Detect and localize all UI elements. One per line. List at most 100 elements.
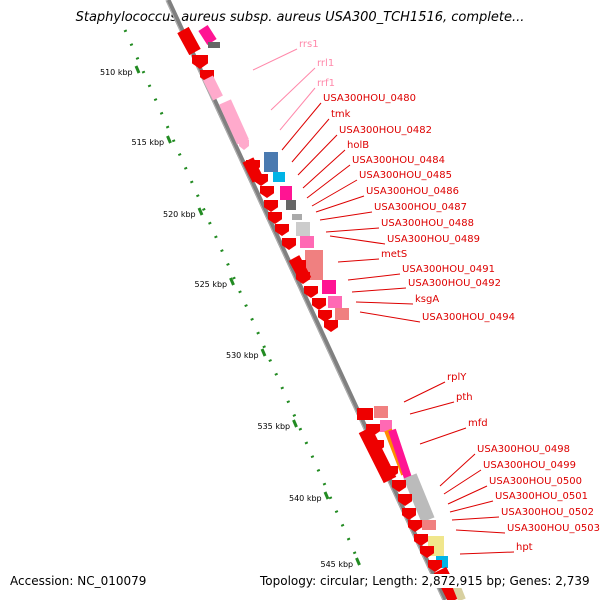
gene-arrow-red	[268, 212, 282, 224]
gene-leader-line	[447, 485, 488, 505]
gene-features	[177, 25, 466, 600]
gene-arrow-red	[420, 546, 434, 558]
gene-leader-line	[443, 469, 482, 495]
gene-label[interactable]: USA300HOU_0482	[339, 125, 432, 136]
gene-leader-line	[329, 235, 386, 245]
gene-label[interactable]: holB	[347, 140, 369, 151]
gene-label[interactable]: tmk	[331, 109, 351, 120]
gene-label[interactable]: rrl1	[317, 58, 334, 69]
gene-leader-line	[270, 67, 316, 111]
gene-label[interactable]: USA300HOU_0498	[477, 444, 570, 455]
gene-label[interactable]: metS	[381, 249, 407, 260]
kbp-tick-mark	[134, 65, 141, 74]
gene-arrow-red	[304, 286, 318, 298]
gene-label[interactable]: USA300HOU_0484	[352, 155, 445, 166]
gene-arrow-red	[312, 298, 326, 310]
gene-leader-line	[439, 453, 476, 487]
gene-leader-line	[351, 287, 407, 293]
gene-label[interactable]: USA300HOU_0487	[374, 202, 467, 213]
gene-feature-magenta	[388, 428, 412, 480]
gene-feature-salmon	[335, 308, 349, 320]
gene-label[interactable]: rrf1	[317, 78, 335, 89]
gene-label[interactable]: USA300HOU_0499	[483, 460, 576, 471]
gene-label[interactable]: USA300HOU_0501	[495, 491, 588, 502]
gene-feature-salmon	[422, 520, 436, 530]
gene-arrow-red	[428, 560, 442, 572]
kbp-tick-mark	[323, 491, 330, 500]
gene-arrow-red	[192, 55, 208, 69]
gene-leader-line	[347, 273, 401, 281]
kbp-tick-mark	[229, 277, 235, 286]
kbp-tick-mark	[166, 135, 172, 144]
gene-leader-line	[403, 381, 446, 403]
gene-label[interactable]: rrs1	[299, 39, 319, 50]
gene-feature-cyan	[273, 172, 285, 182]
gene-feature-gray	[208, 42, 220, 48]
gene-label[interactable]: USA300HOU_0500	[489, 476, 582, 487]
gene-label[interactable]: rplY	[447, 372, 467, 383]
gene-feature-red	[242, 157, 264, 183]
gene-label[interactable]: pth	[456, 392, 473, 403]
gene-arrow-red	[318, 310, 332, 322]
gene-label[interactable]: mfd	[468, 418, 488, 429]
gene-label[interactable]: ksgA	[415, 294, 439, 305]
gene-leader-line	[306, 164, 351, 199]
gene-arrow-red	[408, 520, 422, 532]
gene-leader-line	[291, 118, 330, 163]
kbp-tick-label: 545 kbp	[321, 560, 354, 569]
gene-leader-line	[419, 427, 467, 445]
gene-leader-line	[409, 401, 455, 415]
gene-arrow-red	[282, 238, 296, 250]
kbp-tick-mark	[355, 557, 361, 566]
gene-leader-line	[455, 529, 506, 534]
kbp-tick-label: 535 kbp	[258, 422, 291, 431]
gene-leader-line	[302, 149, 346, 189]
gene-label[interactable]: USA300HOU_0494	[422, 312, 515, 323]
gene-arrow-red	[275, 224, 289, 236]
gene-leader-line	[451, 516, 500, 521]
grid-dotted-line	[123, 29, 362, 566]
gene-label[interactable]: USA300HOU_0502	[501, 507, 594, 518]
kbp-tick-label: 530 kbp	[226, 351, 259, 360]
gene-label[interactable]: hpt	[516, 542, 533, 553]
kbp-tick-mark	[260, 348, 267, 357]
gene-label[interactable]: USA300HOU_0489	[387, 234, 480, 245]
gene-label[interactable]: USA300HOU_0485	[359, 170, 452, 181]
gene-leader-line	[337, 258, 380, 263]
gene-label[interactable]: USA300HOU_0503	[507, 523, 600, 534]
gene-leader-line	[449, 500, 494, 513]
gene-label[interactable]: USA300HOU_0486	[366, 186, 459, 197]
gene-leader-line	[325, 227, 380, 233]
gene-label[interactable]: USA300HOU_0492	[408, 278, 501, 289]
gene-arrow-red	[392, 480, 406, 492]
gene-arrow-red	[402, 508, 416, 520]
gene-arrow-red	[324, 320, 338, 332]
gene-feature-magenta	[198, 25, 217, 45]
gene-feature-pink	[380, 420, 392, 432]
gene-feature-pink	[300, 236, 314, 248]
gene-arrow-red	[260, 186, 274, 198]
gene-leader-line	[315, 195, 365, 213]
accession-label: Accession: NC_010079	[10, 574, 147, 588]
gene-feature-gray	[292, 214, 302, 220]
gene-feature-lightgray	[403, 473, 435, 523]
kbp-tick-mark	[197, 207, 204, 216]
gene-feature-lightgray	[296, 222, 310, 236]
gene-arrow-red	[398, 494, 412, 506]
genome-summary: Topology: circular; Length: 2,872,915 bp…	[260, 574, 590, 588]
gene-label[interactable]: USA300HOU_0480	[323, 93, 416, 104]
gene-label[interactable]: USA300HOU_0488	[381, 218, 474, 229]
kbp-grid	[123, 29, 362, 566]
map-title: Staphylococcus aureus subsp. aureus USA3…	[75, 10, 525, 25]
gene-label[interactable]: USA300HOU_0491	[402, 264, 495, 275]
gene-arrow-red	[414, 534, 428, 546]
gene-arrow-red	[370, 440, 384, 452]
gene-leader-line	[459, 551, 515, 555]
gene-feature-rrna	[203, 75, 223, 101]
gene-feature-pink	[328, 296, 342, 308]
gene-feature-blue	[264, 152, 278, 172]
kbp-tick-label: 510 kbp	[100, 68, 133, 77]
kbp-tick-label: 525 kbp	[195, 280, 228, 289]
